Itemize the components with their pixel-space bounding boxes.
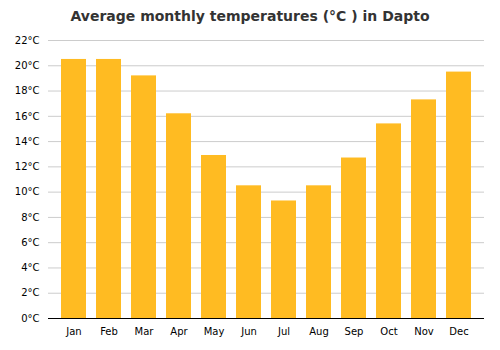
svg-text:May: May: [204, 326, 225, 337]
svg-text:22°C: 22°C: [15, 35, 40, 46]
svg-text:12°C: 12°C: [15, 161, 40, 172]
svg-text:18°C: 18°C: [15, 85, 40, 96]
html-text:Average monthly temperatures (: Average monthly temperatures (°C ) in Da…: [70, 8, 430, 24]
svg-text:4°C: 4°C: [21, 262, 39, 273]
svg-text:10°C: 10°C: [15, 186, 40, 197]
svg-text:Feb: Feb: [100, 326, 118, 337]
svg-text:Jan: Jan: [65, 326, 81, 337]
svg-text:Dec: Dec: [449, 326, 468, 337]
svg-text:Jul: Jul: [277, 326, 290, 337]
svg-text:20°C: 20°C: [15, 60, 40, 71]
svg-text:Mar: Mar: [135, 326, 155, 337]
svg-text:Aug: Aug: [309, 326, 329, 337]
svg-text:Apr: Apr: [170, 326, 188, 337]
svg-text:Nov: Nov: [414, 326, 434, 337]
svg-text:0°C: 0°C: [21, 313, 39, 324]
svg-text:2°C: 2°C: [21, 287, 39, 298]
svg-text:14°C: 14°C: [15, 136, 40, 147]
svg-text:8°C: 8°C: [21, 212, 39, 223]
svg-text:Sep: Sep: [345, 326, 364, 337]
svg-text:Jun: Jun: [240, 326, 257, 337]
svg-text:16°C: 16°C: [15, 111, 40, 122]
svg-text:6°C: 6°C: [21, 237, 39, 248]
svg-text:Oct: Oct: [380, 326, 397, 337]
